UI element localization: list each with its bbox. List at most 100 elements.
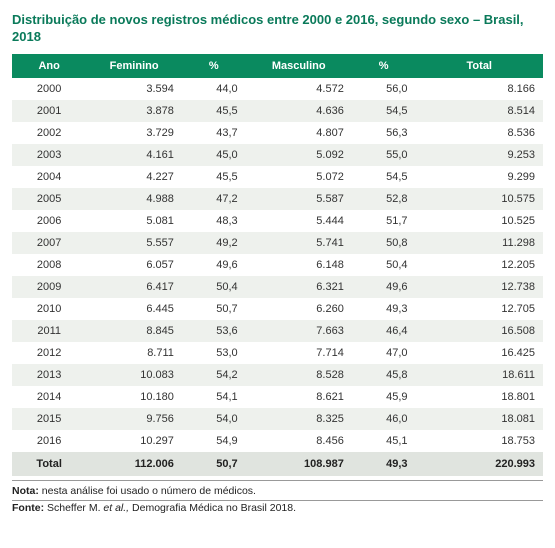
cell: 49,6 (352, 276, 416, 298)
cell: 4.807 (246, 122, 352, 144)
table-row: 20159.75654,08.32546,018.081 (12, 408, 543, 430)
cell: 53,0 (182, 342, 246, 364)
cell: 8.621 (246, 386, 352, 408)
cell: 5.587 (246, 188, 352, 210)
cell: 46,4 (352, 320, 416, 342)
fonte-suffix: Demografia Médica no Brasil 2018. (129, 502, 296, 514)
cell: 55,0 (352, 144, 416, 166)
fonte-prefix: Scheffer M. (44, 502, 103, 514)
cell: 7.663 (246, 320, 352, 342)
table-row: 201610.29754,98.45645,118.753 (12, 430, 543, 452)
cell: 5.072 (246, 166, 352, 188)
cell: 45,0 (182, 144, 246, 166)
cell: 16.508 (416, 320, 543, 342)
cell: 50,4 (352, 254, 416, 276)
table-row: 20128.71153,07.71447,016.425 (12, 342, 543, 364)
fonte-em: et al., (103, 502, 129, 514)
cell: 9.756 (86, 408, 182, 430)
cell: 8.166 (416, 78, 543, 100)
table-row: 20106.44550,76.26049,312.705 (12, 298, 543, 320)
data-table: Ano Feminino % Masculino % Total 20003.5… (12, 54, 543, 476)
table-title: Distribuição de novos registros médicos … (12, 12, 543, 46)
cell: 2001 (12, 100, 86, 122)
cell: 2009 (12, 276, 86, 298)
footer-masc: 108.987 (246, 452, 352, 476)
cell: 2016 (12, 430, 86, 452)
cell: 47,0 (352, 342, 416, 364)
cell: 2005 (12, 188, 86, 210)
cell: 10.525 (416, 210, 543, 232)
nota-label: Nota: (12, 485, 39, 497)
cell: 2008 (12, 254, 86, 276)
cell: 3.878 (86, 100, 182, 122)
cell: 2010 (12, 298, 86, 320)
table-row: 20054.98847,25.58752,810.575 (12, 188, 543, 210)
cell: 54,1 (182, 386, 246, 408)
col-ano: Ano (12, 54, 86, 78)
cell: 3.594 (86, 78, 182, 100)
table-row: 201310.08354,28.52845,818.611 (12, 364, 543, 386)
cell: 4.636 (246, 100, 352, 122)
cell: 50,8 (352, 232, 416, 254)
cell: 2002 (12, 122, 86, 144)
cell: 2012 (12, 342, 86, 364)
cell: 18.611 (416, 364, 543, 386)
cell: 56,0 (352, 78, 416, 100)
cell: 54,9 (182, 430, 246, 452)
cell: 6.321 (246, 276, 352, 298)
col-masc-pct: % (352, 54, 416, 78)
cell: 5.092 (246, 144, 352, 166)
cell: 54,5 (352, 166, 416, 188)
cell: 54,2 (182, 364, 246, 386)
cell: 44,0 (182, 78, 246, 100)
cell: 5.557 (86, 232, 182, 254)
cell: 46,0 (352, 408, 416, 430)
table-row: 20086.05749,66.14850,412.205 (12, 254, 543, 276)
cell: 49,3 (352, 298, 416, 320)
cell: 45,5 (182, 166, 246, 188)
cell: 4.227 (86, 166, 182, 188)
col-masculino: Masculino (246, 54, 352, 78)
cell: 43,7 (182, 122, 246, 144)
cell: 10.297 (86, 430, 182, 452)
cell: 12.738 (416, 276, 543, 298)
footer-total: 220.993 (416, 452, 543, 476)
cell: 50,7 (182, 298, 246, 320)
cell: 6.057 (86, 254, 182, 276)
cell: 8.528 (246, 364, 352, 386)
cell: 2014 (12, 386, 86, 408)
cell: 50,4 (182, 276, 246, 298)
table-row: 20075.55749,25.74150,811.298 (12, 232, 543, 254)
cell: 6.445 (86, 298, 182, 320)
footer-fem: 112.006 (86, 452, 182, 476)
cell: 8.325 (246, 408, 352, 430)
col-fem-pct: % (182, 54, 246, 78)
cell: 6.260 (246, 298, 352, 320)
cell: 2015 (12, 408, 86, 430)
fonte-line: Fonte: Scheffer M. et al., Demografia Mé… (12, 501, 543, 518)
table-row: 20118.84553,67.66346,416.508 (12, 320, 543, 342)
cell: 53,6 (182, 320, 246, 342)
notes-block: Nota: nesta análise foi usado o número d… (12, 480, 543, 518)
cell: 9.299 (416, 166, 543, 188)
cell: 47,2 (182, 188, 246, 210)
table-body: 20003.59444,04.57256,08.16620013.87845,5… (12, 78, 543, 452)
table-row: 20023.72943,74.80756,38.536 (12, 122, 543, 144)
cell: 12.705 (416, 298, 543, 320)
cell: 5.741 (246, 232, 352, 254)
cell: 49,6 (182, 254, 246, 276)
cell: 12.205 (416, 254, 543, 276)
cell: 45,9 (352, 386, 416, 408)
cell: 18.081 (416, 408, 543, 430)
cell: 5.081 (86, 210, 182, 232)
nota-text: nesta análise foi usado o número de médi… (39, 485, 256, 497)
cell: 45,1 (352, 430, 416, 452)
cell: 10.575 (416, 188, 543, 210)
cell: 4.572 (246, 78, 352, 100)
table-row: 201410.18054,18.62145,918.801 (12, 386, 543, 408)
cell: 8.711 (86, 342, 182, 364)
col-total: Total (416, 54, 543, 78)
cell: 8.514 (416, 100, 543, 122)
cell: 11.298 (416, 232, 543, 254)
cell: 9.253 (416, 144, 543, 166)
